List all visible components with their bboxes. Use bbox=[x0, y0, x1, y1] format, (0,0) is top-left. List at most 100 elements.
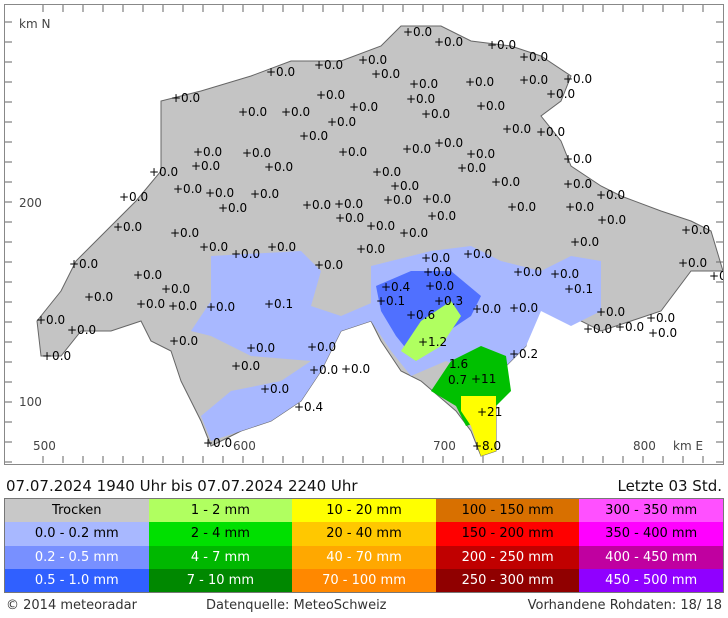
legend-cell: 0.5 - 1.0 mm bbox=[5, 568, 149, 592]
legend-cell: 2 - 4 mm bbox=[148, 522, 293, 546]
station-value: +0.0 bbox=[242, 146, 271, 160]
station-value: +0.0 bbox=[231, 247, 260, 261]
station-value: +0.0 bbox=[314, 258, 343, 272]
x-tick-700: 700 bbox=[433, 439, 456, 453]
station-value: +0.0 bbox=[218, 201, 247, 215]
station-value: +0.0 bbox=[406, 92, 435, 106]
station-value: +0.0 bbox=[302, 198, 331, 212]
switzerland-land bbox=[36, 25, 724, 457]
station-value: +0.0 bbox=[309, 363, 338, 377]
raw-data-count: Vorhandene Rohdaten: 18/ 18 bbox=[527, 598, 722, 613]
station-value: +0.0 bbox=[371, 67, 400, 81]
station-value: +0.0 bbox=[427, 209, 456, 223]
station-value: +0.0 bbox=[615, 320, 644, 334]
station-value: +0.0 bbox=[550, 267, 579, 281]
station-value: +0.0 bbox=[421, 251, 450, 265]
station-value: +0.0 bbox=[260, 382, 289, 396]
station-value: +0.0 bbox=[356, 242, 385, 256]
legend-cell: 250 - 300 mm bbox=[435, 568, 580, 592]
station-value: +0.0 bbox=[403, 25, 432, 39]
station-value: +0.0 bbox=[646, 311, 675, 325]
station-value: +0.0 bbox=[472, 302, 501, 316]
data-source: Datenquelle: MeteoSchweiz bbox=[206, 598, 387, 613]
station-value: +0.0 bbox=[476, 99, 505, 113]
map-canvas: +0.0 +0.0 +0.0 +0.0 +0.0 +0.0 +0.0 +0.0 +0.0 +0.0… bbox=[5, 5, 728, 463]
station-value: +0.0 bbox=[502, 122, 531, 136]
station-value: +0.0 bbox=[570, 235, 599, 249]
station-value: +0.0 bbox=[203, 436, 232, 450]
y-tick-100: 100 bbox=[19, 395, 42, 409]
station-value: +0.0 bbox=[457, 161, 486, 175]
station-value: +0.0 bbox=[409, 77, 438, 91]
station-value: +0.0 bbox=[513, 265, 542, 279]
station-value: +0.0 bbox=[349, 100, 378, 114]
station-value: +0.0 bbox=[119, 190, 148, 204]
station-value: +0.0 bbox=[266, 65, 295, 79]
station-value: 0.7 bbox=[448, 373, 467, 387]
x-tick-800: 800 bbox=[633, 439, 656, 453]
legend-cell: 100 - 150 mm bbox=[435, 499, 580, 523]
legend-cell: 200 - 250 mm bbox=[435, 545, 580, 569]
station-values: +0.0 +0.0 +0.0 +0.0 +0.0 +0.0 +0.0 +0.0 +0.0 +0.0… bbox=[36, 25, 728, 453]
legend-cell: 7 - 10 mm bbox=[148, 568, 293, 592]
station-value: +0.0 bbox=[390, 179, 419, 193]
station-value: +0.0 bbox=[583, 322, 612, 336]
legend-cell: 400 - 450 mm bbox=[579, 545, 723, 569]
station-value: +0.4 bbox=[381, 280, 410, 294]
legend-cell: 150 - 200 mm bbox=[435, 522, 580, 546]
legend-cell: 0.0 - 0.2 mm bbox=[5, 522, 149, 546]
station-value: +0.0 bbox=[133, 268, 162, 282]
station-value: +0.0 bbox=[463, 247, 492, 261]
station-value: +0.0 bbox=[113, 220, 142, 234]
station-value: +0.0 bbox=[648, 326, 677, 340]
station-value: +0.1 bbox=[564, 282, 593, 296]
station-value: +8.0 bbox=[472, 439, 501, 453]
station-value: +0.1 bbox=[376, 294, 405, 308]
station-value: +0.0 bbox=[193, 145, 222, 159]
station-value: +0.0 bbox=[299, 129, 328, 143]
station-value: +0.0 bbox=[565, 200, 594, 214]
period-header: 07.07.2024 1940 Uhr bis 07.07.2024 2240 … bbox=[6, 477, 722, 495]
station-value: +0.0 bbox=[563, 177, 592, 191]
rain-light-west bbox=[191, 251, 376, 441]
station-value: +0.0 bbox=[402, 142, 431, 156]
station-value: +0.0 bbox=[69, 257, 98, 271]
station-value: +0.0 bbox=[423, 265, 452, 279]
legend-cell: 450 - 500 mm bbox=[579, 568, 723, 592]
station-value: +0.0 bbox=[281, 105, 310, 119]
station-value: +0.0 bbox=[84, 290, 113, 304]
station-value: +0.0 bbox=[434, 136, 463, 150]
station-value: +0.0 bbox=[681, 223, 710, 237]
legend-cell: 10 - 20 mm bbox=[292, 499, 436, 523]
station-value: +0.0 bbox=[341, 362, 370, 376]
station-value: +0.0 bbox=[597, 213, 626, 227]
legend-cell: 350 - 400 mm bbox=[579, 522, 723, 546]
station-value: +0.1 bbox=[264, 297, 293, 311]
station-value: +0.0 bbox=[171, 91, 200, 105]
legend-cell: 40 - 70 mm bbox=[292, 545, 436, 569]
legend-cell: 20 - 40 mm bbox=[292, 522, 436, 546]
station-value: +0.0 bbox=[563, 72, 592, 86]
station-value: 1.6 bbox=[449, 357, 468, 371]
station-value: +0.0 bbox=[366, 219, 395, 233]
color-legend: Trocken 1 - 2 mm 10 - 20 mm 100 - 150 mm 300… bbox=[4, 498, 724, 593]
station-value: +0.0 bbox=[170, 226, 199, 240]
station-value: +0.0 bbox=[169, 334, 198, 348]
station-value: +0.0 bbox=[372, 165, 401, 179]
station-value: +0.0 bbox=[491, 175, 520, 189]
copyright: © 2014 meteoradar bbox=[6, 598, 137, 613]
station-value: +11 bbox=[471, 372, 496, 386]
station-value: +0.0 bbox=[338, 145, 367, 159]
station-value: +0.0 bbox=[67, 323, 96, 337]
station-value: +0.0 bbox=[314, 58, 343, 72]
rain-yellow bbox=[461, 396, 496, 456]
legend-cell: 0.2 - 0.5 mm bbox=[5, 545, 149, 569]
station-value: +0.0 bbox=[709, 269, 723, 283]
east-axis-label: km E bbox=[673, 439, 704, 453]
station-value: +0.0 bbox=[596, 305, 625, 319]
station-value: +0.0 bbox=[173, 182, 202, 196]
station-value: +0.0 bbox=[136, 297, 165, 311]
station-value: +0.0 bbox=[231, 359, 260, 373]
station-value: +0.0 bbox=[316, 88, 345, 102]
station-value: +0.0 bbox=[421, 107, 450, 121]
